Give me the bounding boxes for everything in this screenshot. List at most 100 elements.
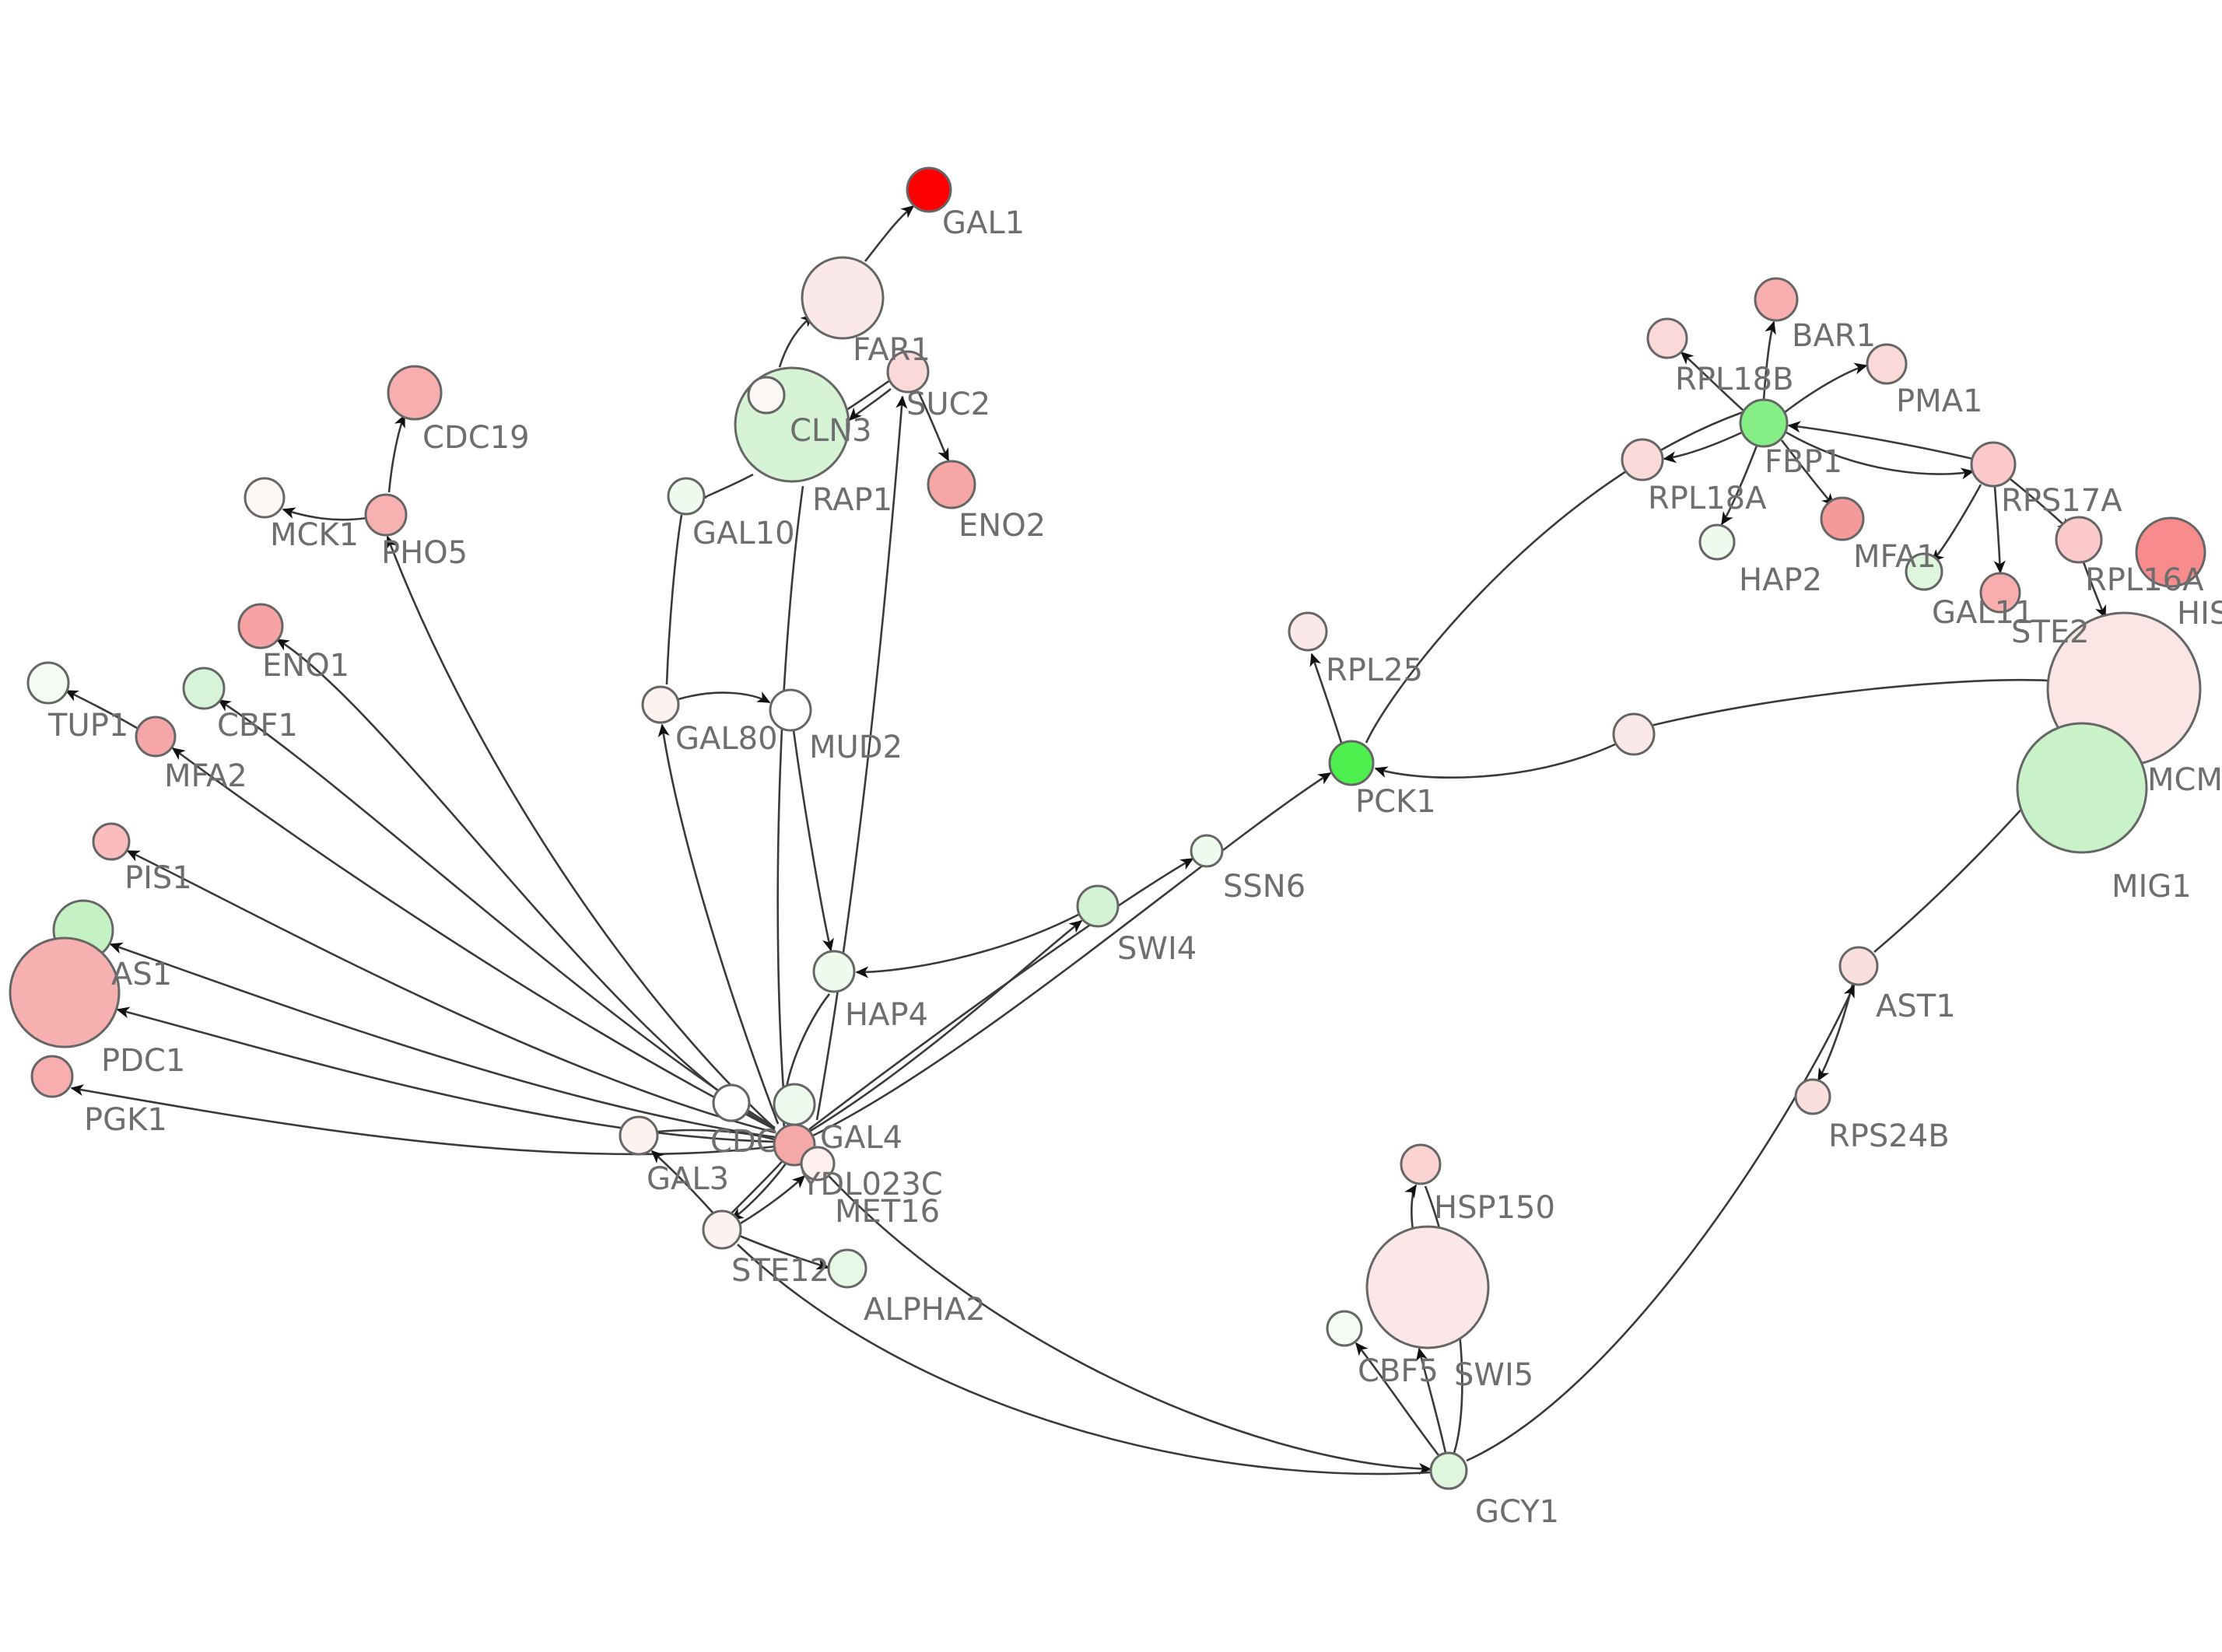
node-rpl25[interactable] — [1288, 611, 1328, 652]
node-gal4-green[interactable] — [773, 1083, 816, 1126]
edge-fbp1-to-bar1[interactable] — [1762, 320, 1776, 401]
node-rpl16a[interactable] — [2055, 516, 2103, 564]
edge-rpl16a-to-mcm1[interactable] — [2082, 562, 2107, 619]
node-mck1[interactable] — [244, 477, 286, 519]
edge-gal4-to-pck1[interactable] — [812, 772, 1332, 1137]
node-hap4[interactable] — [812, 950, 856, 993]
edge-ste12-to-gcy1[interactable] — [737, 1244, 1432, 1475]
edge-ste12-to-ydl023c[interactable] — [738, 1174, 806, 1226]
node-bar1[interactable] — [1754, 277, 1799, 322]
edge-gal4-to-pdc1[interactable] — [116, 1006, 776, 1143]
edge-suc2-to-cln3[interactable] — [848, 387, 892, 422]
edge-ste12-to-gal4[interactable] — [731, 1158, 786, 1214]
node-pho5[interactable] — [364, 493, 408, 537]
edge-gcy1-to-cbf5[interactable] — [1355, 1342, 1440, 1456]
node-gal11[interactable] — [1905, 552, 1943, 591]
edge-gal4-to-pgk1[interactable] — [70, 1084, 776, 1156]
node-eno2[interactable] — [927, 460, 976, 509]
node-gal3[interactable] — [619, 1115, 659, 1156]
node-pgk1[interactable] — [30, 1055, 74, 1098]
node-mid-hub[interactable] — [1612, 712, 1656, 756]
edge-cln3-to-gal10[interactable] — [692, 473, 754, 499]
node-rps24b[interactable] — [1794, 1078, 1831, 1115]
edge-gal4-to-gal80[interactable] — [657, 723, 780, 1125]
node-pis1[interactable] — [92, 822, 131, 861]
edge-gal3-to-gal4[interactable] — [657, 1129, 775, 1141]
node-far1[interactable] — [801, 256, 885, 340]
node-suc2[interactable] — [886, 350, 930, 394]
edge-cln3-to-suc2[interactable] — [846, 375, 897, 411]
edge-gal4-to-pis1[interactable] — [126, 849, 776, 1134]
edge-fbp1-to-rpl18b[interactable] — [1680, 351, 1744, 411]
node-his4[interactable] — [2135, 516, 2206, 588]
edge-rps17a-to-gal11[interactable] — [1930, 484, 1982, 563]
node-gal4-white[interactable] — [712, 1083, 751, 1122]
edge-gal4-to-eno1[interactable] — [275, 638, 776, 1131]
node-pck1[interactable] — [1328, 740, 1375, 786]
node-gal10[interactable] — [667, 477, 706, 516]
edge-cln3-to-far1[interactable] — [778, 314, 815, 368]
node-tup1[interactable] — [26, 661, 70, 705]
node-ste2[interactable] — [1979, 572, 2021, 614]
edge-gal4-to-ssn6[interactable] — [808, 857, 1194, 1131]
node-swi4[interactable] — [1076, 884, 1120, 928]
node-rpl18a[interactable] — [1621, 438, 1664, 481]
edge-fbp1-to-hap2[interactable] — [1720, 445, 1758, 526]
edge-gal80-to-gal10[interactable] — [665, 514, 683, 685]
node-ydl023c[interactable] — [800, 1146, 836, 1181]
node-gcy1[interactable] — [1429, 1451, 1468, 1490]
node-cdc19[interactable] — [387, 365, 443, 421]
edge-fbp1-to-pma1[interactable] — [1784, 362, 1868, 414]
edge-gal4-to-cbf1[interactable] — [217, 698, 776, 1129]
edge-ste12-to-gal3[interactable] — [650, 1150, 713, 1213]
node-fbp1[interactable] — [1739, 398, 1789, 448]
edge-gal4-to-gas1[interactable] — [109, 942, 776, 1139]
edge-swi4-to-hap4[interactable] — [855, 913, 1079, 978]
edge-suc2-to-eno2[interactable] — [916, 390, 950, 462]
node-hap2[interactable] — [1698, 523, 1736, 561]
edge-pho5-to-cdc19[interactable] — [387, 414, 406, 493]
node-cbf5[interactable] — [1326, 1310, 1363, 1347]
edge-gal4-to-mfa2[interactable] — [171, 747, 776, 1131]
edge-gal4-to-suc2[interactable] — [815, 395, 908, 1121]
node-ast1[interactable] — [1838, 946, 1879, 986]
edge-fbp1-to-rps17a[interactable] — [1786, 431, 1975, 480]
edge-gal4-to-pho5[interactable] — [386, 535, 775, 1129]
edge-ste12-to-alpha2[interactable] — [739, 1234, 830, 1270]
node-cbf1[interactable] — [182, 667, 226, 710]
node-mud2[interactable] — [769, 688, 812, 732]
node-gal80[interactable] — [641, 685, 680, 724]
node-swi5[interactable] — [1365, 1225, 1490, 1349]
node-rps17a[interactable] — [1970, 441, 2017, 488]
node-alpha2[interactable] — [827, 1248, 867, 1289]
edge-swi5-to-hsp150[interactable] — [1404, 1184, 1418, 1231]
edge-mid-hub-to-pck1[interactable] — [1374, 743, 1616, 779]
edge-gal4-to-gcy1[interactable] — [812, 1158, 1432, 1475]
edge-rps17a-to-fbp1[interactable] — [1787, 421, 1974, 460]
edge-mid-hub-to-mcm1[interactable] — [1650, 678, 2049, 727]
node-pdc1[interactable] — [9, 936, 121, 1048]
node-cln3-inner[interactable] — [747, 376, 786, 415]
edge-mud2-to-hap4[interactable] — [792, 730, 834, 952]
node-hsp150[interactable] — [1400, 1143, 1442, 1185]
edge-pck1-to-rpl25[interactable] — [1309, 653, 1343, 744]
edge-ast1-to-rps24b[interactable] — [1817, 984, 1854, 1082]
node-pma1[interactable] — [1866, 343, 1908, 385]
edge-gcy1-to-swi5[interactable] — [1416, 1347, 1447, 1454]
node-eno1[interactable] — [237, 603, 284, 649]
node-ssn6[interactable] — [1190, 834, 1224, 868]
node-mfa2[interactable] — [135, 716, 177, 758]
node-mig1[interactable] — [2016, 722, 2148, 854]
node-rpl18b[interactable] — [1646, 317, 1688, 359]
edge-fbp1-to-rpl18a[interactable] — [1663, 431, 1743, 464]
edge-pho5-to-mck1[interactable] — [282, 507, 367, 521]
edge-gal4-to-rap1[interactable] — [776, 485, 804, 1122]
edge-gal4-to-swi4[interactable] — [808, 919, 1083, 1133]
edge-gcy1-to-ast1[interactable] — [1466, 984, 1856, 1462]
edge-fbp1-to-pck1[interactable] — [1365, 411, 1744, 744]
node-mfa1[interactable] — [1820, 496, 1865, 541]
edge-rps17a-to-ste2[interactable] — [1993, 486, 2006, 574]
node-gal1[interactable] — [906, 166, 952, 213]
edge-far1-to-gal1[interactable] — [864, 205, 915, 262]
node-ste12[interactable] — [702, 1209, 742, 1250]
